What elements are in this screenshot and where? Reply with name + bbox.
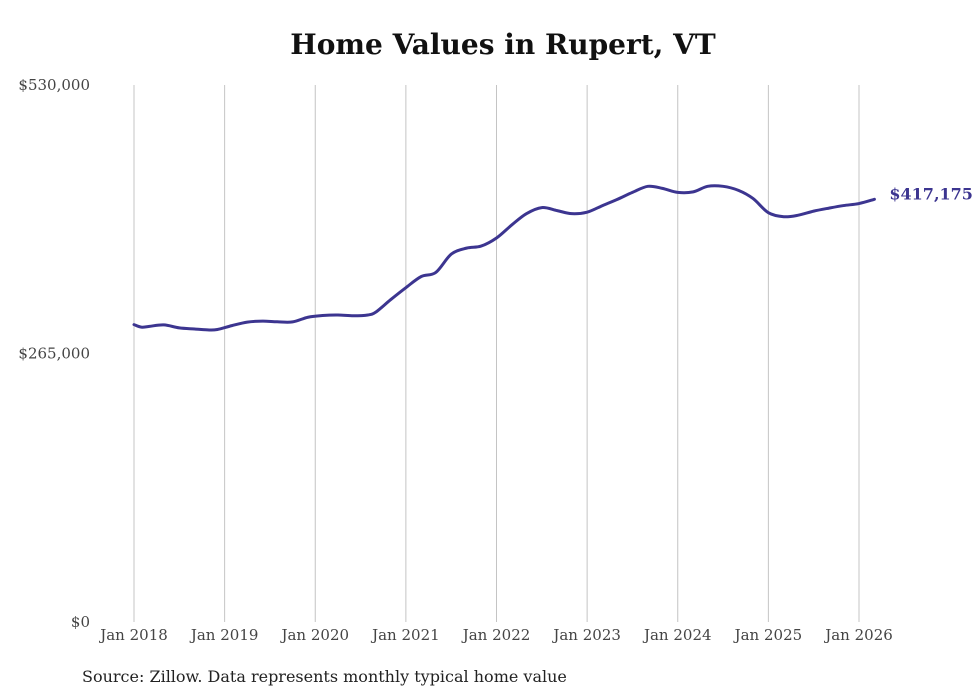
- end-value-label: $417,175: [889, 184, 973, 203]
- y-tick-label: $530,000: [18, 76, 90, 94]
- grid-lines: [133, 85, 860, 622]
- y-tick-label: $0: [71, 613, 90, 631]
- chart-title: Home Values in Rupert, VT: [290, 28, 716, 61]
- series-line: [132, 184, 876, 332]
- x-tick-label: Jan 2020: [279, 626, 349, 644]
- y-tick-label: $265,000: [18, 345, 90, 363]
- x-tick-label: Jan 2022: [461, 626, 531, 644]
- x-tick-label: Jan 2021: [370, 626, 440, 644]
- x-tick-label: Jan 2018: [98, 626, 168, 644]
- axis-labels: Jan 2018 Jan 2019 Jan 2020 Jan 2021 Jan 2022…: [18, 76, 892, 644]
- x-tick-label: Jan 2019: [189, 626, 259, 644]
- x-tick-label: Jan 2024: [642, 626, 712, 644]
- x-tick-label: Jan 2025: [733, 626, 803, 644]
- series-lines: $417,175: [132, 184, 973, 332]
- x-tick-label: Jan 2023: [551, 626, 621, 644]
- x-tick-label: Jan 2026: [823, 626, 893, 644]
- source-note: Source: Zillow. Data represents monthly …: [82, 667, 567, 686]
